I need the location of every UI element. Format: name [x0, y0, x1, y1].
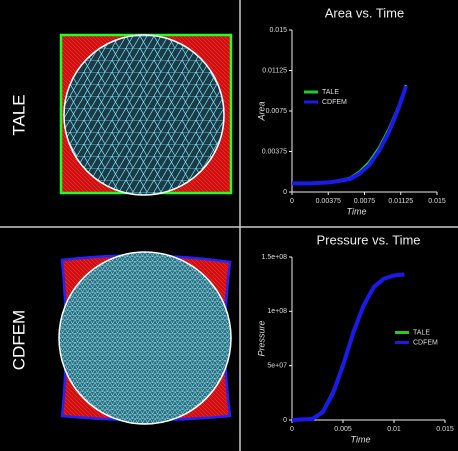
x-axis-label: Time: [351, 434, 371, 444]
x-tick-label: 0.015: [428, 198, 446, 205]
chart-title: Pressure vs. Time: [316, 232, 420, 247]
x-tick-label: 0.01: [387, 426, 401, 433]
y-tick-label: 1e+08: [267, 308, 287, 315]
y-axis-label: Area: [256, 101, 266, 121]
x-tick-label: 0.0075: [354, 198, 376, 205]
x-tick-label: 0: [290, 426, 294, 433]
x-tick-label: 0.00375: [316, 198, 341, 205]
x-tick-label: 0.01125: [388, 198, 413, 205]
tale-mesh: [61, 35, 231, 195]
y-tick-label: 0: [283, 417, 287, 424]
y-tick-label: 0: [283, 189, 287, 196]
figure: TALE CDFEM Area vs. Time 0 0.00375 0.0075 0.…: [0, 0, 458, 451]
row-label: TALE: [9, 94, 28, 135]
y-tick-label: 0.0075: [266, 108, 288, 115]
row-label: CDFEM: [9, 310, 28, 370]
legend-label: TALE: [413, 329, 430, 336]
y-tick-label: 1.5e+08: [262, 254, 288, 261]
x-tick-label: 0.015: [436, 426, 454, 433]
cdfem-mesh: [59, 252, 231, 424]
y-axis-label: Pressure: [256, 320, 266, 356]
legend-label: CDFEM: [322, 99, 347, 106]
chart-title: Area vs. Time: [325, 5, 404, 20]
legend-label: TALE: [322, 89, 339, 96]
y-tick-label: 0.00375: [262, 148, 287, 155]
y-tick-label: 0.01125: [262, 67, 287, 74]
x-tick-label: 0.005: [334, 426, 352, 433]
x-axis-label: Time: [347, 206, 367, 216]
x-tick-label: 0: [290, 198, 294, 205]
y-tick-label: 5e+07: [267, 363, 287, 370]
legend-label: CDFEM: [413, 339, 438, 346]
y-tick-label: 0.015: [269, 27, 287, 34]
